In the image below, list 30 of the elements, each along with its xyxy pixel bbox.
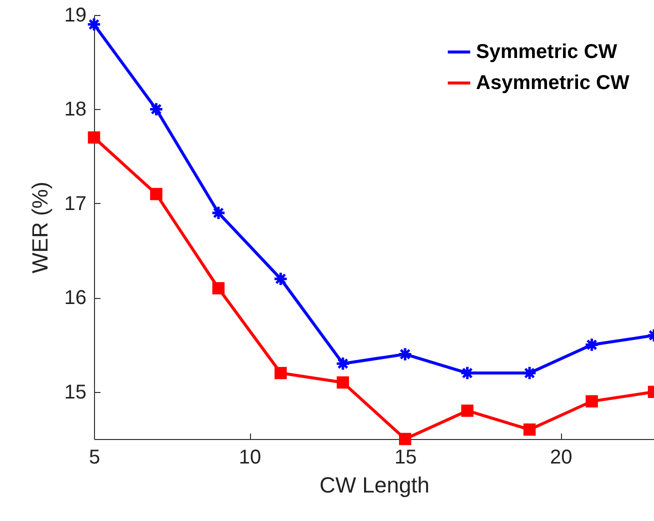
point: [523, 423, 536, 436]
point: [88, 131, 100, 144]
x-axis-title: CW Length: [319, 472, 430, 498]
point: [148, 102, 164, 117]
y-axis-title: WER (%): [27, 182, 52, 274]
point: [398, 346, 412, 362]
y-tick-label: 17: [64, 192, 86, 215]
point: [461, 404, 474, 417]
point: [150, 188, 162, 200]
x-tick-label: 10: [238, 446, 262, 468]
point: [522, 366, 537, 380]
point: [274, 366, 287, 380]
legend-label: Asymmetric CW: [476, 72, 630, 94]
point: [584, 337, 600, 352]
legend-label: Symmetric CW: [476, 41, 618, 63]
point: [86, 17, 102, 32]
y-tick-label: 16: [64, 287, 86, 310]
x-tick-label: 5: [88, 446, 100, 468]
point: [336, 376, 350, 389]
x-tick-label: 15: [394, 446, 417, 468]
point: [212, 282, 225, 294]
point: [211, 205, 226, 220]
y-tick-label: 19: [64, 4, 86, 26]
y-tick-label: 18: [64, 98, 86, 121]
point: [273, 271, 288, 286]
y-tick-label: 15: [64, 381, 86, 404]
point: [398, 432, 412, 446]
x-tick-label: 20: [550, 446, 572, 468]
point: [586, 395, 598, 408]
point: [336, 356, 350, 371]
